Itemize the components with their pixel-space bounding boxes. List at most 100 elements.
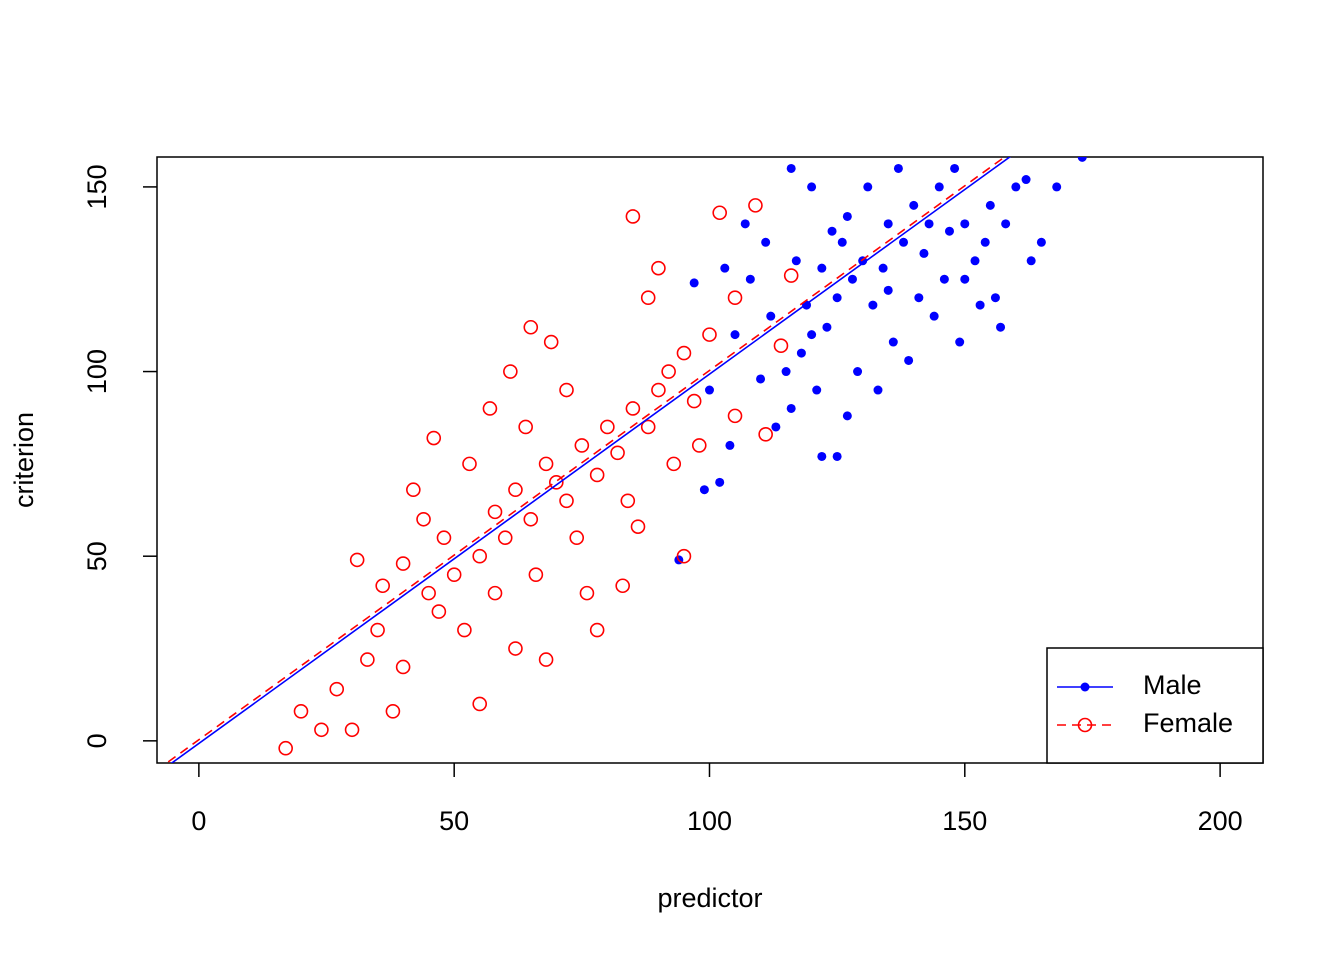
point	[727, 290, 743, 305]
point	[640, 290, 656, 305]
point	[406, 482, 421, 498]
point	[1036, 237, 1046, 247]
legend-label: Female	[1143, 708, 1233, 738]
point	[1001, 219, 1011, 229]
point	[1021, 175, 1031, 185]
point	[640, 419, 656, 435]
point	[426, 430, 442, 446]
point	[589, 622, 605, 638]
point	[766, 311, 776, 321]
point	[487, 504, 503, 520]
fit-line	[167, 157, 1006, 763]
point	[630, 519, 646, 534]
point	[955, 337, 965, 347]
point	[523, 511, 539, 527]
point	[944, 226, 954, 236]
point	[518, 419, 533, 435]
point	[812, 385, 822, 395]
point	[761, 237, 771, 247]
point	[873, 385, 883, 395]
point	[704, 385, 714, 395]
point	[842, 211, 852, 221]
point	[1052, 182, 1062, 192]
point	[431, 604, 447, 619]
point	[853, 367, 863, 377]
legend-label: Male	[1143, 670, 1202, 700]
point	[689, 278, 699, 288]
point	[538, 456, 554, 472]
point	[589, 467, 605, 483]
point	[950, 163, 960, 173]
point	[730, 330, 740, 340]
point	[395, 556, 411, 571]
point	[472, 548, 488, 564]
point	[625, 209, 641, 224]
point	[487, 585, 503, 601]
y-tick-label: 100	[82, 349, 112, 394]
point	[712, 205, 728, 221]
point	[985, 200, 995, 210]
point	[773, 338, 789, 354]
point	[1011, 182, 1021, 192]
legend-box	[1046, 647, 1264, 764]
legend: Male Female	[1046, 647, 1264, 764]
point	[691, 438, 707, 453]
fit-line	[170, 157, 1012, 763]
point	[344, 722, 360, 738]
point	[600, 419, 615, 435]
point	[610, 445, 625, 461]
x-tick-label: 0	[191, 806, 206, 836]
point	[781, 367, 791, 377]
point	[796, 348, 806, 358]
point	[508, 482, 523, 498]
point	[883, 219, 893, 229]
point	[883, 285, 893, 295]
point	[980, 237, 990, 247]
point	[847, 274, 857, 284]
point	[370, 622, 385, 638]
y-axis-label: criterion	[9, 412, 39, 508]
point	[756, 374, 766, 384]
x-tick-label: 150	[942, 806, 987, 836]
point	[807, 182, 817, 192]
x-tick-label: 200	[1198, 806, 1243, 836]
point	[919, 248, 929, 258]
point	[651, 260, 666, 276]
point	[615, 578, 630, 594]
x-axis-label: predictor	[657, 883, 762, 913]
point	[559, 382, 574, 398]
point	[314, 722, 329, 738]
point	[929, 311, 939, 321]
point	[960, 219, 970, 229]
point	[625, 401, 641, 416]
point	[842, 411, 852, 421]
point	[543, 334, 559, 350]
point	[817, 451, 827, 461]
point	[786, 403, 796, 413]
y-tick-label: 150	[82, 164, 112, 209]
point	[832, 451, 842, 461]
point	[559, 493, 574, 509]
point	[569, 530, 585, 546]
y-tick-label: 50	[82, 541, 112, 571]
y-tick-label: 0	[82, 733, 112, 748]
point	[549, 475, 564, 490]
point	[651, 382, 666, 398]
point	[457, 622, 472, 638]
point	[503, 364, 518, 379]
point	[666, 456, 682, 472]
point	[1026, 256, 1036, 266]
point	[421, 585, 436, 601]
point	[528, 567, 544, 582]
point	[990, 293, 1000, 303]
point	[329, 681, 345, 697]
legend-marker	[1080, 682, 1090, 692]
point	[395, 659, 411, 675]
point	[817, 263, 827, 273]
point	[970, 256, 980, 266]
x-tick-label: 100	[687, 806, 732, 836]
point	[699, 485, 709, 495]
point	[720, 263, 730, 273]
point	[909, 200, 919, 210]
point	[702, 327, 717, 342]
